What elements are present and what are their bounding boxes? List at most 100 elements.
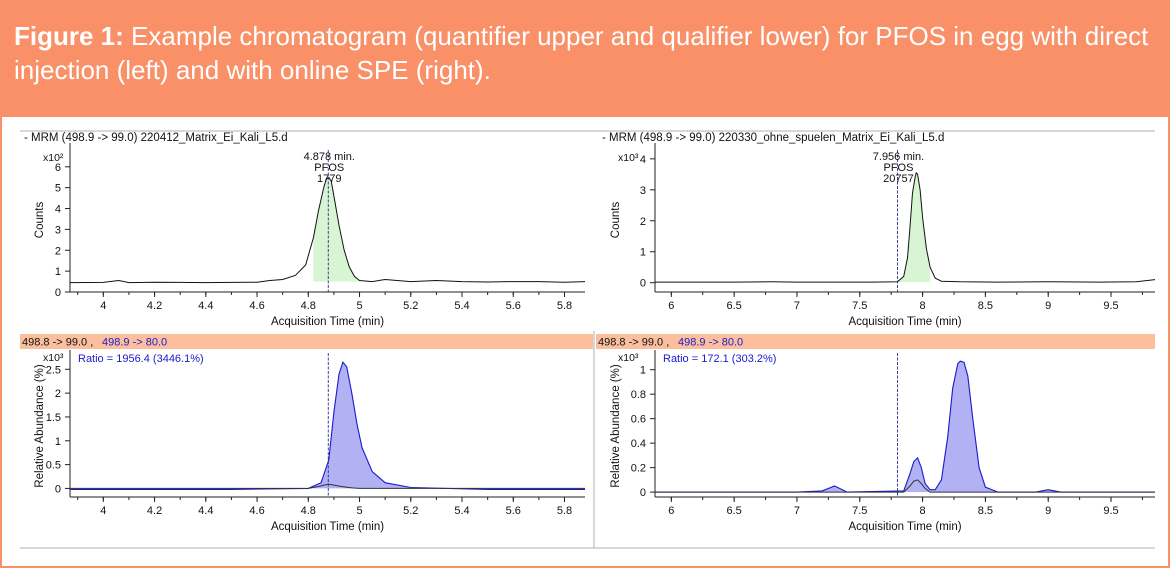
- qualifier-header-transition-2: 498.9 -> 80.0: [678, 337, 743, 349]
- y-multiplier-label: x10³: [618, 152, 639, 164]
- quantifier-overlay-trace: [655, 479, 1155, 493]
- x-tick-label: 9.5: [1103, 300, 1118, 312]
- x-tick-label: 9.5: [1103, 505, 1118, 517]
- chart-panel-quantifier-right: - MRM (498.9 -> 99.0) 220330_ohne_spuele…: [602, 132, 1156, 328]
- y-tick-label: 1.5: [46, 412, 61, 424]
- y-tick-label: 1: [640, 247, 646, 259]
- y-tick-label: 1: [55, 266, 61, 278]
- y-tick-label: 0: [640, 487, 646, 499]
- qualifier-header-bar: [596, 334, 1155, 349]
- x-tick-label: 5.8: [557, 505, 572, 517]
- y-axis-label: Relative Abundance (%): [610, 364, 622, 488]
- quantifier-trace: [655, 171, 1156, 283]
- x-tick-label: 8: [920, 505, 926, 517]
- y-tick-label: 0.6: [631, 414, 646, 426]
- chart-panel-quantifier-left: - MRM (498.9 -> 99.0) 220412_Matrix_Ei_K…: [24, 132, 586, 328]
- y-tick-label: 0: [640, 278, 646, 290]
- qualifier-header-transition-1: 498.8 -> 99.0 ,: [598, 337, 669, 349]
- x-tick-label: 9: [1045, 505, 1051, 517]
- x-tick-label: 9: [1045, 300, 1051, 312]
- peak-label-line-3: 1779: [317, 173, 341, 185]
- chart-panel-qualifier-left: 498.8 -> 99.0 , 498.9 -> 80.0 Ratio = 1956…: [20, 334, 593, 533]
- x-tick-label: 4.4: [198, 505, 213, 517]
- x-tick-label: 4.6: [249, 300, 264, 312]
- y-tick-label: 0: [55, 483, 61, 495]
- x-tick-label: 6.5: [726, 300, 741, 312]
- y-tick-label: 0.2: [631, 463, 646, 475]
- x-tick-label: 5: [356, 300, 362, 312]
- peak-label-line-1: 4.878 min.: [304, 151, 355, 163]
- x-tick-label: 4: [100, 300, 106, 312]
- caption-text: Figure 1: Example chromatogram (quantifi…: [14, 19, 1164, 87]
- qualifier-header-bar: [20, 334, 593, 349]
- x-tick-label: 4.6: [249, 505, 264, 517]
- x-tick-label: 4.2: [147, 300, 162, 312]
- x-tick-label: 5: [356, 505, 362, 517]
- y-tick-label: 3: [640, 185, 646, 197]
- peak-label-line-2: PFOS: [314, 162, 344, 174]
- qualifier-trace: [655, 360, 1155, 493]
- y-tick-label: 6: [55, 162, 61, 174]
- x-axis-label: Acquisition Time (min): [848, 316, 961, 328]
- y-tick-label: 2.5: [46, 364, 61, 376]
- qualifier-area-fill: [70, 362, 585, 490]
- peak-area-fill: [897, 172, 931, 283]
- qualifier-trace: [70, 360, 585, 490]
- caption-label: Figure 1:: [14, 21, 124, 51]
- y-tick-label: 0.5: [46, 460, 61, 472]
- y-tick-label: 4: [640, 154, 646, 166]
- x-tick-label: 4.8: [301, 505, 316, 517]
- y-axis-label: Relative Abundance (%): [34, 364, 46, 488]
- quantifier-overlay-trace: [70, 483, 585, 489]
- x-tick-label: 6: [668, 505, 674, 517]
- y-tick-label: 0: [55, 287, 61, 299]
- y-tick-label: 2: [640, 216, 646, 228]
- y-multiplier-label: x10³: [618, 352, 639, 364]
- x-tick-label: 5.6: [506, 505, 521, 517]
- y-axis-label: Counts: [34, 202, 46, 239]
- x-tick-label: 5.6: [506, 300, 521, 312]
- qualifier-area-fill: [655, 361, 1155, 493]
- x-tick-label: 7: [794, 300, 800, 312]
- y-tick-label: 3: [55, 224, 61, 236]
- quantifier-trace: [69, 176, 586, 284]
- figure-caption: Figure 1: Example chromatogram (quantifi…: [2, 2, 1168, 117]
- x-tick-label: 5.8: [557, 300, 572, 312]
- ratio-label: Ratio = 1956.4 (3446.1%): [78, 353, 204, 365]
- peak-label-line-1: 7.956 min.: [873, 151, 924, 163]
- y-tick-label: 5: [55, 183, 61, 195]
- x-tick-label: 8: [920, 300, 926, 312]
- y-tick-label: 2: [55, 245, 61, 257]
- chart-title: - MRM (498.9 -> 99.0) 220330_ohne_spuele…: [602, 132, 944, 144]
- y-multiplier-label: x10²: [43, 152, 64, 164]
- x-tick-label: 7: [794, 505, 800, 517]
- x-tick-label: 5.2: [403, 505, 418, 517]
- y-tick-label: 4: [55, 204, 61, 216]
- x-axis-label: Acquisition Time (min): [848, 521, 961, 533]
- y-tick-label: 1: [640, 365, 646, 377]
- x-tick-label: 4.8: [301, 300, 316, 312]
- x-tick-label: 7.5: [852, 300, 867, 312]
- chart-panel-qualifier-right: 498.8 -> 99.0 , 498.9 -> 80.0 Ratio = 172.…: [596, 334, 1155, 533]
- y-tick-label: 1: [55, 436, 61, 448]
- y-tick-label: 0.8: [631, 389, 646, 401]
- x-tick-label: 7.5: [852, 505, 867, 517]
- x-tick-label: 8.5: [978, 505, 993, 517]
- x-tick-label: 4.4: [198, 300, 213, 312]
- x-axis-label: Acquisition Time (min): [271, 316, 384, 328]
- x-tick-label: 6: [668, 300, 674, 312]
- y-multiplier-label: x10³: [43, 352, 64, 364]
- peak-label-line-3: 20757: [883, 173, 914, 185]
- x-tick-label: 6.5: [726, 505, 741, 517]
- ratio-label: Ratio = 172.1 (303.2%): [663, 353, 776, 365]
- x-tick-label: 8.5: [978, 300, 993, 312]
- x-axis-label: Acquisition Time (min): [271, 521, 384, 533]
- y-tick-label: 0.4: [631, 438, 646, 450]
- caption-body: Example chromatogram (quantifier upper a…: [14, 21, 1149, 85]
- x-tick-label: 4: [100, 505, 106, 517]
- x-tick-label: 5.4: [454, 505, 469, 517]
- y-tick-label: 2: [55, 388, 61, 400]
- qualifier-header-transition-2: 498.9 -> 80.0: [102, 337, 167, 349]
- x-tick-label: 5.2: [403, 300, 418, 312]
- y-axis-label: Counts: [610, 202, 622, 239]
